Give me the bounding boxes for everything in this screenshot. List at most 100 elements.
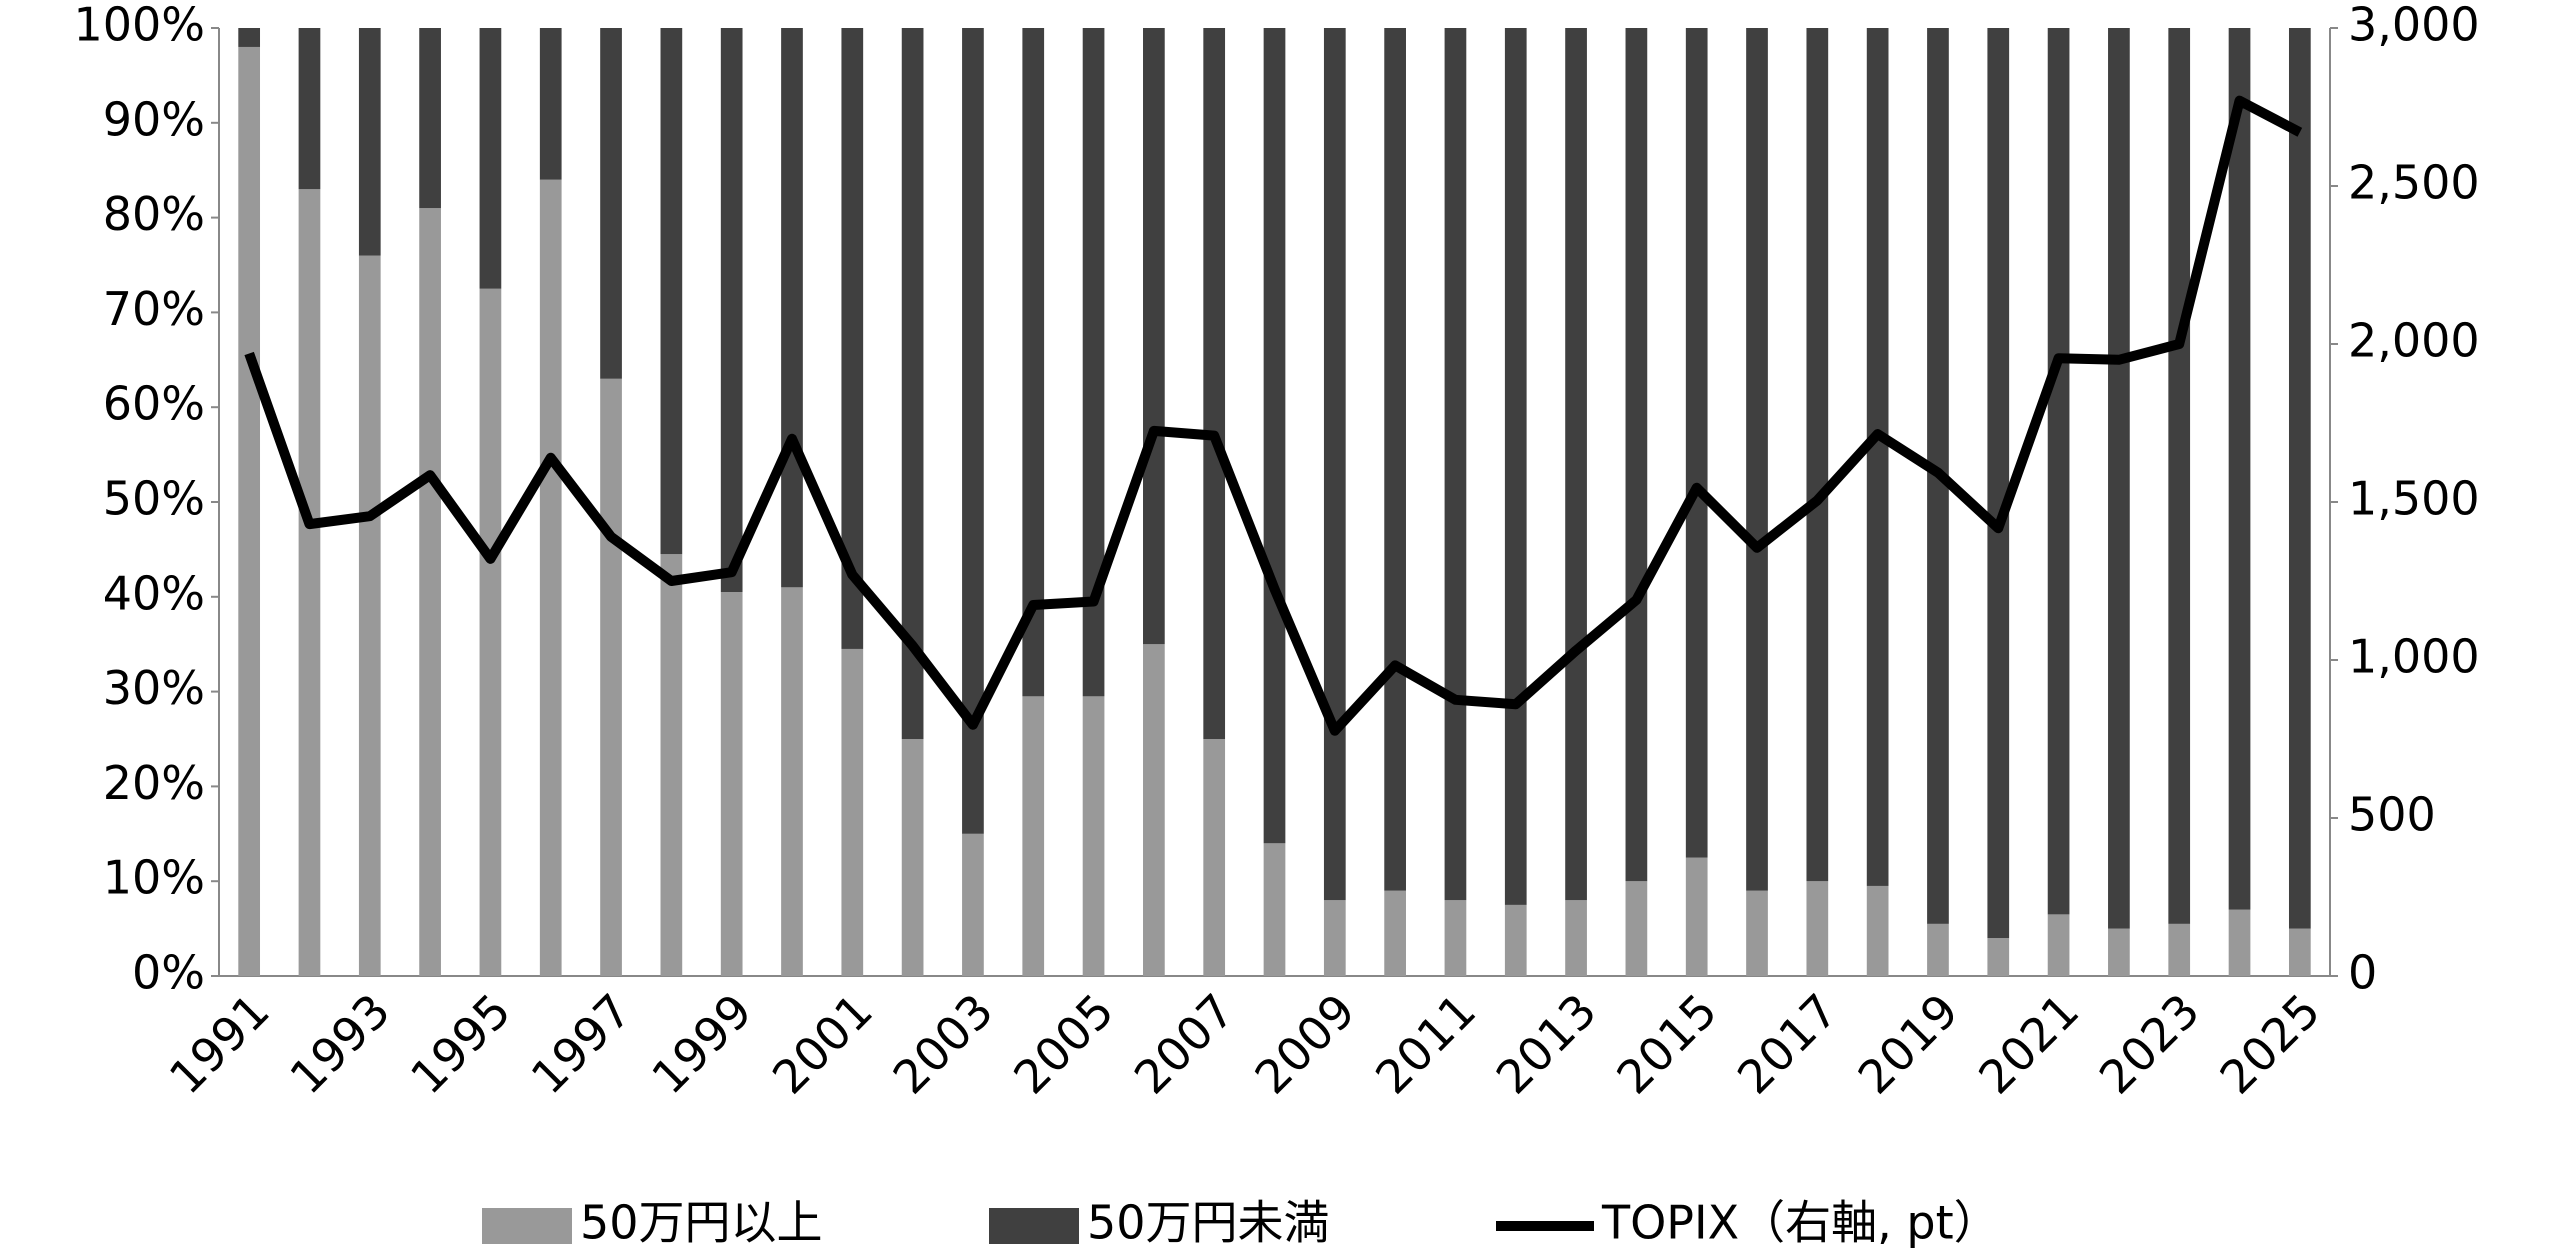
x-tick-label: 2015 xyxy=(1606,983,1727,1104)
bar xyxy=(1384,890,1406,976)
bar xyxy=(479,28,502,289)
bar xyxy=(600,28,622,379)
bar xyxy=(419,208,441,976)
bar xyxy=(720,592,743,976)
bar xyxy=(1504,904,1527,976)
bar xyxy=(479,288,502,976)
bar xyxy=(419,28,441,209)
y2-tick-label: 2,000 xyxy=(2348,314,2480,368)
y-tick-label: 0% xyxy=(132,946,205,1000)
bar xyxy=(2168,28,2191,924)
y-tick-label: 20% xyxy=(103,756,205,810)
bar xyxy=(238,46,261,976)
bar xyxy=(1866,885,1889,976)
bar xyxy=(841,28,864,649)
bar xyxy=(1444,900,1467,976)
legend-label: 50万円未満 xyxy=(1087,1196,1330,1250)
bar xyxy=(2288,928,2311,976)
y2-tick-label: 500 xyxy=(2348,788,2436,842)
legend-label: TOPIX（右軸, pt） xyxy=(1601,1196,2000,1250)
bar xyxy=(1263,28,1286,844)
y-tick-label: 10% xyxy=(103,851,205,905)
x-tick-label: 2009 xyxy=(1244,983,1365,1104)
y-tick-label: 50% xyxy=(103,472,205,526)
bar xyxy=(298,189,321,976)
bar xyxy=(660,28,683,555)
bar xyxy=(2047,28,2070,915)
legend-swatch xyxy=(989,1208,1079,1244)
bar xyxy=(1143,644,1165,976)
bar xyxy=(539,179,562,976)
bar xyxy=(1685,857,1708,976)
x-tick-label: 2019 xyxy=(1848,983,1969,1104)
bar xyxy=(1625,881,1648,976)
bar xyxy=(2108,28,2130,929)
bar xyxy=(1444,28,1467,901)
y-tick-label: 40% xyxy=(103,566,205,620)
x-tick-label: 1995 xyxy=(400,983,521,1104)
bar xyxy=(358,28,381,256)
bar xyxy=(1987,28,2010,939)
bar xyxy=(1746,890,1768,976)
y-tick-label: 100% xyxy=(73,0,205,52)
y2-tick-label: 3,000 xyxy=(2348,0,2480,52)
x-tick-label: 1997 xyxy=(521,983,642,1104)
bar xyxy=(901,739,924,976)
y2-tick-label: 1,000 xyxy=(2348,630,2480,684)
legend-label: 50万円以上 xyxy=(580,1196,823,1250)
bar xyxy=(1806,28,1829,882)
bar xyxy=(1927,923,1949,976)
bar xyxy=(1504,28,1527,905)
bar xyxy=(1625,28,1648,882)
x-tick-label: 2003 xyxy=(883,983,1004,1104)
bar xyxy=(1143,28,1165,645)
bar xyxy=(781,587,803,976)
x-tick-label: 1993 xyxy=(279,983,400,1104)
bar xyxy=(1203,739,1226,976)
bar xyxy=(660,554,683,976)
bar xyxy=(1685,28,1708,858)
bar xyxy=(1082,696,1105,976)
bar xyxy=(2228,28,2251,910)
bar xyxy=(781,28,803,588)
bar xyxy=(1082,28,1105,697)
bar xyxy=(298,28,321,190)
x-tick-label: 2017 xyxy=(1727,983,1848,1104)
bar xyxy=(1323,28,1346,901)
line xyxy=(244,95,2303,736)
bar xyxy=(841,648,864,976)
bar xyxy=(1565,28,1587,901)
bar xyxy=(600,378,622,976)
bar xyxy=(1022,28,1045,697)
bar xyxy=(2108,928,2130,976)
x-tick-label: 1999 xyxy=(641,983,762,1104)
bar xyxy=(901,28,924,739)
bar xyxy=(1987,938,2010,976)
bar xyxy=(1384,28,1406,891)
legend-swatch xyxy=(482,1208,572,1244)
bar xyxy=(1806,881,1829,976)
bar xyxy=(539,28,562,180)
y-tick-label: 60% xyxy=(103,377,205,431)
bar xyxy=(1565,900,1587,976)
x-tick-label: 1991 xyxy=(159,983,280,1104)
bar xyxy=(2047,914,2070,976)
bar xyxy=(238,28,261,47)
bar xyxy=(720,28,743,593)
x-tick-label: 2023 xyxy=(2089,983,2210,1104)
bar xyxy=(2168,923,2191,976)
bar xyxy=(962,28,984,834)
x-tick-label: 2011 xyxy=(1365,983,1486,1104)
y2-tick-label: 0 xyxy=(2348,946,2377,1000)
bar xyxy=(1263,843,1286,976)
y2-tick-label: 2,500 xyxy=(2348,156,2480,210)
bar xyxy=(1203,28,1226,739)
bar xyxy=(1746,28,1768,891)
x-tick-label: 2005 xyxy=(1003,983,1124,1104)
x-tick-label: 2001 xyxy=(762,983,883,1104)
x-tick-label: 2021 xyxy=(1968,983,2089,1104)
bar xyxy=(358,255,381,976)
x-tick-label: 2013 xyxy=(1486,983,1607,1104)
y-tick-label: 30% xyxy=(103,661,205,715)
